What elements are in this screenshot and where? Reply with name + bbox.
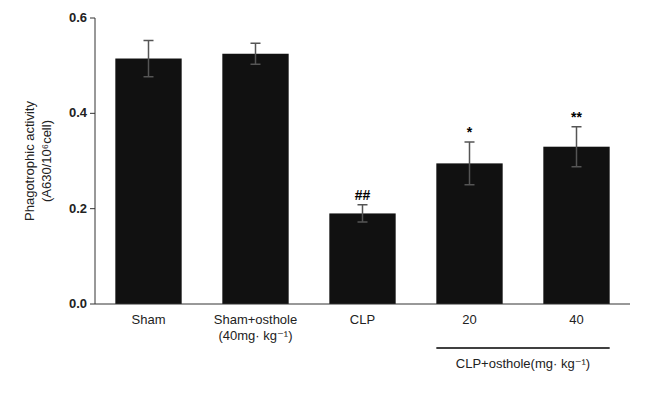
x-tick-label: 20 <box>462 312 476 327</box>
x-axis-line <box>95 304 630 305</box>
x-tick-label: 40 <box>569 312 583 327</box>
y-tick-label: 0.6 <box>69 10 87 25</box>
x-tick-label: Sham <box>132 312 166 327</box>
y-axis: 0.0 0.2 0.4 0.6 <box>69 10 95 311</box>
significance-label: ** <box>571 109 582 125</box>
chart-container: 0.0 0.2 0.4 0.6 Phagotrophic activity(A630/1… <box>0 0 650 404</box>
bar <box>222 54 288 304</box>
y-tick-label: 0.0 <box>69 296 87 311</box>
y-tick <box>90 304 95 305</box>
significance-label: * <box>467 124 473 140</box>
error-bar <box>465 142 475 185</box>
chart: 0.0 0.2 0.4 0.6 Phagotrophic activity(A630/1… <box>0 0 650 404</box>
x-tick-label: CLP <box>350 312 375 327</box>
bars <box>115 40 609 304</box>
bar <box>115 59 181 304</box>
significance-label: ## <box>355 187 371 203</box>
y-axis-line <box>95 18 96 304</box>
group-label: CLP+osthole(mg· kg⁻¹) <box>456 356 590 371</box>
y-tick-label: 0.4 <box>69 105 88 120</box>
group-bracket <box>436 347 609 349</box>
y-tick <box>90 18 95 19</box>
error-bar <box>358 205 368 222</box>
x-tick-label: Sham+osthole(40mg· kg⁻¹) <box>214 312 297 343</box>
bar <box>329 213 395 304</box>
bar <box>543 147 609 304</box>
error-bar <box>572 127 582 167</box>
y-tick <box>90 208 95 209</box>
error-bar <box>251 43 261 64</box>
y-tick-label: 0.2 <box>69 201 87 216</box>
y-tick <box>90 113 95 114</box>
y-axis-label: Phagotrophic activity(A630/10⁶cell) <box>22 101 54 221</box>
error-bar <box>144 40 154 76</box>
